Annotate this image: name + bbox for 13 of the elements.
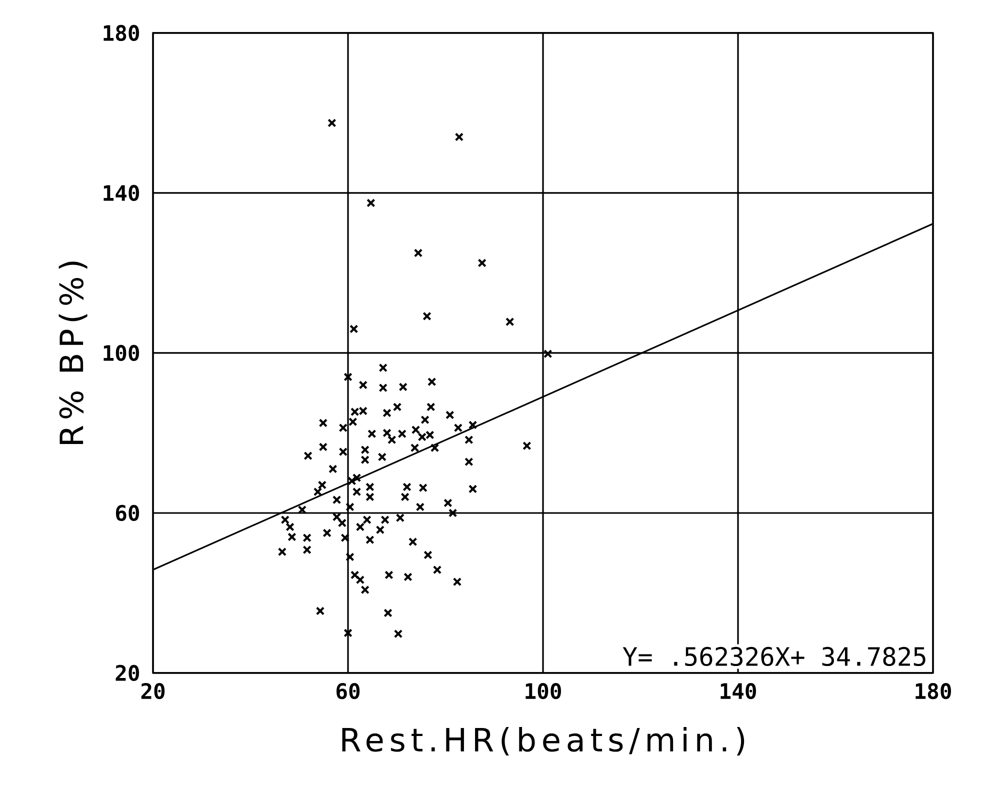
y-tick-label: 60 bbox=[116, 504, 140, 522]
annotation: Y= .562326X+ 34.7825 bbox=[622, 646, 926, 666]
x-tick-label: 180 bbox=[916, 683, 951, 700]
y-tick-label: 100 bbox=[104, 344, 140, 362]
y-tick-label: 140 bbox=[104, 184, 140, 202]
x-tick-label: 100 bbox=[526, 683, 561, 700]
x-axis-title: Rest.HR(beats/min.) bbox=[342, 727, 744, 756]
y-tick-label: 180 bbox=[104, 24, 140, 42]
y-axis-title: R% BP(%) bbox=[58, 262, 88, 444]
x-tick-label: 60 bbox=[336, 683, 360, 700]
x-tick-label: 20 bbox=[141, 683, 165, 700]
y-tick-label: 20 bbox=[116, 664, 140, 682]
x-tick-label: 140 bbox=[720, 683, 756, 700]
